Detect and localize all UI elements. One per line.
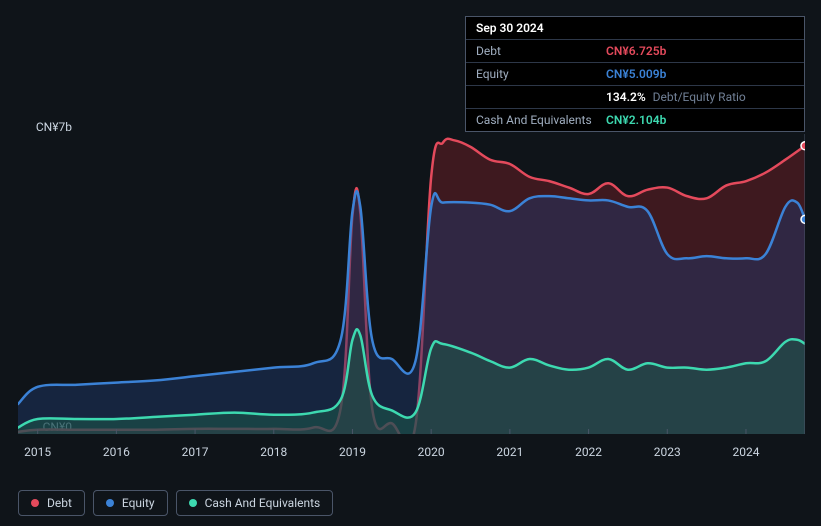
x-tick: 2017 (182, 445, 209, 459)
tooltip-cash-value: CN¥2.104b (606, 113, 794, 127)
tooltip-ratio-label: Debt/Equity Ratio (653, 90, 746, 104)
chart-svg[interactable] (18, 134, 805, 434)
tooltip-equity-value: CN¥5.009b (606, 67, 794, 81)
chart-tooltip: Sep 30 2024 Debt CN¥6.725b Equity CN¥5.0… (465, 16, 805, 132)
tooltip-debt-label: Debt (476, 44, 606, 58)
x-axis: 2015 2016 2017 2018 2019 2020 2021 2022 2023 2024 (18, 445, 805, 465)
y-axis-max: CN¥7b (22, 120, 72, 134)
legend-label-cash: Cash And Equivalents (205, 496, 321, 510)
end-marker-debt (801, 142, 805, 150)
tooltip-ratio-row: 134.2% Debt/Equity Ratio (466, 86, 804, 109)
x-tick: 2016 (103, 445, 130, 459)
tooltip-date-row: Sep 30 2024 (466, 17, 804, 40)
legend-label-debt: Debt (47, 496, 72, 510)
tooltip-ratio: 134.2% Debt/Equity Ratio (606, 90, 746, 104)
tooltip-equity-row: Equity CN¥5.009b (466, 63, 804, 86)
legend-item-debt[interactable]: Debt (18, 490, 85, 516)
legend-item-cash[interactable]: Cash And Equivalents (176, 490, 334, 516)
x-tick: 2018 (260, 445, 287, 459)
legend-label-equity: Equity (122, 496, 155, 510)
legend: Debt Equity Cash And Equivalents (18, 490, 333, 516)
tooltip-date: Sep 30 2024 (476, 21, 544, 35)
legend-item-equity[interactable]: Equity (93, 490, 168, 516)
tooltip-cash-label: Cash And Equivalents (476, 113, 606, 127)
x-tick: 2020 (418, 445, 445, 459)
tooltip-equity-label: Equity (476, 67, 606, 81)
tooltip-cash-row: Cash And Equivalents CN¥2.104b (466, 109, 804, 131)
x-tick: 2021 (496, 445, 523, 459)
legend-dot-debt (31, 499, 39, 507)
tooltip-ratio-spacer (476, 90, 606, 104)
tooltip-debt-value: CN¥6.725b (606, 44, 794, 58)
end-marker-equity (801, 215, 805, 223)
tooltip-debt-row: Debt CN¥6.725b (466, 40, 804, 63)
x-tick: 2019 (339, 445, 366, 459)
x-tick: 2024 (732, 445, 759, 459)
legend-dot-cash (189, 499, 197, 507)
x-tick: 2023 (654, 445, 681, 459)
legend-dot-equity (106, 499, 114, 507)
tooltip-ratio-value: 134.2% (606, 90, 646, 104)
x-tick: 2022 (575, 445, 602, 459)
chart-area: CN¥7b CN¥0 (18, 120, 805, 440)
x-tick: 2015 (24, 445, 51, 459)
